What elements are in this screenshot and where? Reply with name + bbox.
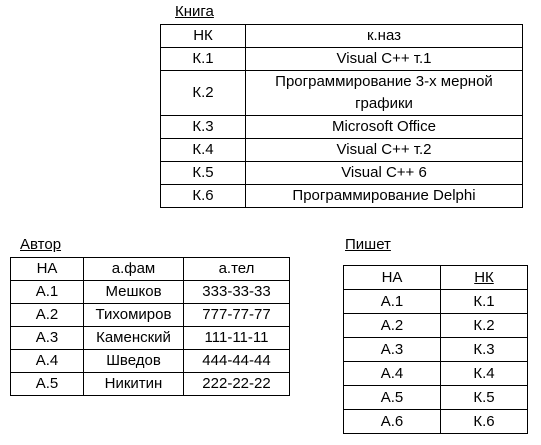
header-cell: НК <box>160 24 246 48</box>
cell: К.2 <box>440 313 528 338</box>
cell: Программирование Delphi <box>245 184 523 208</box>
header-row: НА НК <box>343 265 528 290</box>
cell: Каменский <box>83 326 184 350</box>
row: А.5 К.5 <box>343 385 528 410</box>
cell: Никитин <box>83 372 184 396</box>
header-row: НА а.фам а.тел <box>10 257 290 281</box>
row: А.5 Никитин 222-22-22 <box>10 372 290 396</box>
table-title: Книга <box>175 3 214 20</box>
header-cell: НА <box>343 265 441 290</box>
cell: А.3 <box>10 326 84 350</box>
row: К.5 Visual C++ 6 <box>160 161 523 185</box>
cell: К.1 <box>160 47 246 71</box>
cell: К.6 <box>440 409 528 434</box>
cell: А.5 <box>343 385 441 410</box>
cell: К.2 <box>160 70 246 116</box>
header-cell: а.фам <box>83 257 184 281</box>
cell: А.3 <box>343 337 441 362</box>
table: НА а.фам а.тел А.1 Мешков 333-33-33 А.2 Тихомир… <box>10 257 290 396</box>
cell: Мешков <box>83 280 184 304</box>
cell: К.3 <box>440 337 528 362</box>
cell: 111-11-11 <box>183 326 290 350</box>
cell: Visual C++ т.2 <box>245 138 523 162</box>
cell: К.4 <box>440 361 528 386</box>
row: А.1 К.1 <box>343 289 528 314</box>
cell: Программирование 3-х мерной графики <box>245 70 523 116</box>
cell: А.4 <box>343 361 441 386</box>
cell: А.1 <box>343 289 441 314</box>
cell: 333-33-33 <box>183 280 290 304</box>
row: А.3 К.3 <box>343 337 528 362</box>
header-cell: а.тел <box>183 257 290 281</box>
row: А.3 Каменский 111-11-11 <box>10 326 290 350</box>
header-row: НК к.наз <box>160 24 523 48</box>
cell: Microsoft Office <box>245 115 523 139</box>
cell: К.1 <box>440 289 528 314</box>
cell: К.5 <box>440 385 528 410</box>
row: А.4 К.4 <box>343 361 528 386</box>
row: К.6 Программирование Delphi <box>160 184 523 208</box>
header-cell: НК <box>440 265 528 290</box>
header-cell: НА <box>10 257 84 281</box>
cell: К.3 <box>160 115 246 139</box>
table: НА НК А.1 К.1 А.2 К.2 А.3 К.3 А.4 К.4 А.5 К.5 А.6 К.6 <box>343 265 528 434</box>
cell: А.2 <box>343 313 441 338</box>
cell: 222-22-22 <box>183 372 290 396</box>
cell: К.5 <box>160 161 246 185</box>
cell: А.2 <box>10 303 84 327</box>
cell: К.6 <box>160 184 246 208</box>
cell: 777-77-77 <box>183 303 290 327</box>
row: А.2 Тихомиров 777-77-77 <box>10 303 290 327</box>
table-title: Автор <box>20 236 62 253</box>
cell: Тихомиров <box>83 303 184 327</box>
row: А.2 К.2 <box>343 313 528 338</box>
cell: А.6 <box>343 409 441 434</box>
row: К.1 Visual C++ т.1 <box>160 47 523 71</box>
row: К.3 Microsoft Office <box>160 115 523 139</box>
cell: А.5 <box>10 372 84 396</box>
cell: Шведов <box>83 349 184 373</box>
cell: 444-44-44 <box>183 349 290 373</box>
cell: К.4 <box>160 138 246 162</box>
cell: Visual C++ 6 <box>245 161 523 185</box>
cell: Visual C++ т.1 <box>245 47 523 71</box>
row: А.1 Мешков 333-33-33 <box>10 280 290 304</box>
header-cell: к.наз <box>245 24 523 48</box>
row: К.2 Программирование 3-х мерной графики <box>160 70 523 116</box>
table: НК к.наз К.1 Visual C++ т.1 К.2 Программирова… <box>160 24 523 208</box>
cell: А.4 <box>10 349 84 373</box>
row: А.4 Шведов 444-44-44 <box>10 349 290 373</box>
cell: А.1 <box>10 280 84 304</box>
table-title: Пишет <box>345 236 391 253</box>
row: К.4 Visual C++ т.2 <box>160 138 523 162</box>
row: А.6 К.6 <box>343 409 528 434</box>
